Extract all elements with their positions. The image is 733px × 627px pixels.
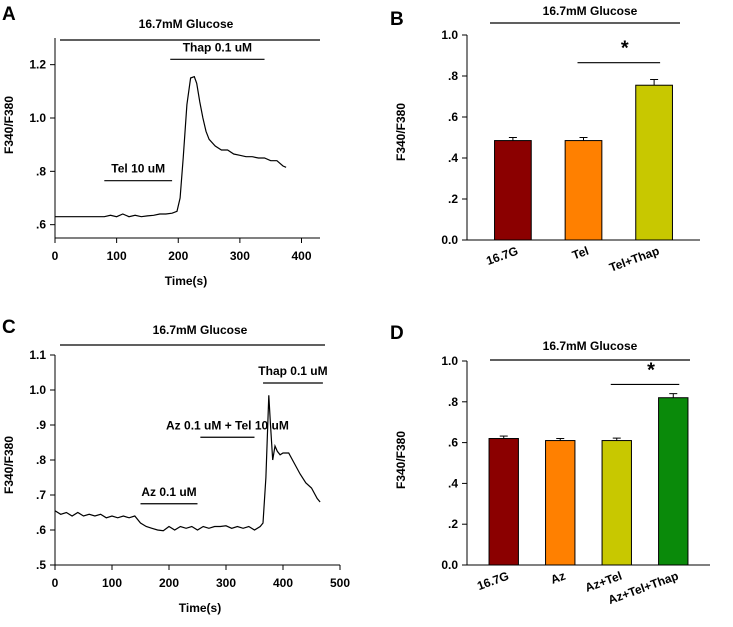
panel-b-category-label: Tel [570, 244, 590, 263]
panel-b-ytick-label: 1.0 [441, 28, 458, 42]
panel-c-ylabel: F340/F380 [2, 436, 16, 494]
panel-a-treatment-label: Tel 10 uM [111, 162, 165, 176]
panel-b-category-label: Tel+Thap [607, 244, 661, 275]
panel-d-title: 16.7mM Glucose [543, 339, 638, 353]
panel-a-xtick-label: 100 [107, 249, 127, 263]
panel-c-ytick-label: 1.1 [29, 348, 46, 362]
panel-c-ytick-label: .7 [36, 488, 46, 502]
panel-c-ytick-label: .5 [36, 558, 46, 572]
panel-d-ytick-label: 1.0 [441, 354, 458, 368]
panel-a-trace-line [55, 75, 287, 218]
panel-b-bar-0 [494, 140, 532, 241]
panel-b-ytick-label: .6 [448, 110, 458, 124]
panel-d-category-label: Az [549, 569, 568, 587]
panel-b-significance-star: * [621, 38, 629, 60]
panel-c-ytick-label: .8 [36, 453, 46, 467]
panel-d-ytick-label: 0.0 [441, 558, 458, 572]
panel-a-ytick-label: .8 [36, 164, 46, 178]
panel-b-category-label: 16.7G [484, 244, 520, 268]
panel-letter-b: B [390, 9, 404, 30]
panel-c-xlabel: Time(s) [179, 601, 221, 615]
panel-c-ytick-label: .9 [36, 418, 46, 432]
panel-c-xtick-label: 300 [216, 576, 236, 590]
panel-c-treatment-label: Thap 0.1 uM [258, 364, 327, 378]
panel-c-xtick-label: 200 [159, 576, 179, 590]
panel-b-ytick-label: .8 [448, 69, 458, 83]
panel-a-ytick-label: 1.2 [29, 58, 46, 72]
panel-letter-a: A [2, 4, 16, 25]
panel-d-bar-1 [545, 440, 576, 566]
panel-d-ylabel: F340/F380 [394, 431, 408, 489]
panel-d-ytick-label: .8 [448, 395, 458, 409]
panel-b-ytick-label: .2 [448, 192, 458, 206]
panel-a-xtick-label: 300 [230, 249, 250, 263]
panel-d-bar-0 [488, 438, 519, 566]
panel-c-trace-line [54, 395, 321, 532]
panel-c-title: 16.7mM Glucose [153, 323, 248, 337]
panel-d-bar-2 [601, 440, 632, 566]
panel-b: B F340/F380 16.7mM Glucose 0.0 .2 .4 .6 .8 1.… [390, 4, 700, 275]
panel-a-treatment-label: Thap 0.1 uM [183, 40, 252, 54]
panel-b-bar-1 [564, 140, 603, 241]
panel-c: C F340/F380 Time(s) 16.7mM Glucose .5 .6.… [2, 317, 350, 615]
panel-a-xtick-label: 200 [168, 249, 188, 263]
panel-letter-c: C [2, 317, 16, 338]
panel-b-ytick-label: .4 [448, 151, 458, 165]
panel-a-xlabel: Time(s) [165, 274, 207, 288]
panel-c-xtick-label: 400 [273, 576, 293, 590]
panel-c-treatment-label: Az 0.1 uM [141, 485, 196, 499]
panel-a-ytick-label: .6 [36, 218, 46, 232]
panel-c-xtick-label: 500 [330, 576, 350, 590]
panel-a-ylabel: F340/F380 [2, 96, 16, 154]
panel-letter-d: D [390, 323, 404, 344]
panel-a-xtick-label: 0 [52, 249, 59, 263]
panel-b-title: 16.7mM Glucose [543, 4, 638, 18]
panel-a: A F340/F380 Time(s) 16.7mM Glucose .6 .8 1… [2, 4, 320, 288]
panel-c-ytick-label: .6 [36, 523, 46, 537]
panel-d-ytick-label: .4 [448, 476, 458, 490]
panel-b-bar-2 [635, 84, 673, 241]
panel-d-ytick-label: .2 [448, 517, 458, 531]
panel-a-title: 16.7mM Glucose [139, 17, 234, 31]
panel-a-xtick-label: 400 [291, 249, 311, 263]
panel-c-treatment-label: Az 0.1 uM + Tel 10 uM [166, 418, 289, 432]
panel-d-ytick-label: .6 [448, 436, 458, 450]
panel-c-xtick-label: 100 [102, 576, 122, 590]
panel-b-ylabel: F340/F380 [394, 103, 408, 161]
panel-d: D F340/F380 16.7mM Glucose 0.0 .2 .4 .6 .8 1.… [390, 323, 710, 607]
panel-d-bar-3 [658, 397, 689, 566]
panel-d-category-label: 16.7G [475, 569, 511, 593]
panel-c-xtick-label: 0 [52, 576, 59, 590]
panel-c-ytick-label: 1.0 [29, 383, 46, 397]
panel-b-ytick-label: 0.0 [441, 233, 458, 247]
panel-d-significance-star: * [647, 359, 655, 381]
panel-a-ytick-label: 1.0 [29, 111, 46, 125]
